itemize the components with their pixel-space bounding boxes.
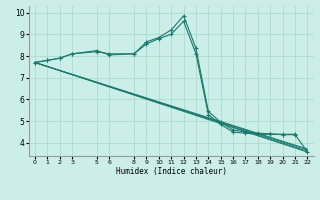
X-axis label: Humidex (Indice chaleur): Humidex (Indice chaleur) <box>116 167 227 176</box>
